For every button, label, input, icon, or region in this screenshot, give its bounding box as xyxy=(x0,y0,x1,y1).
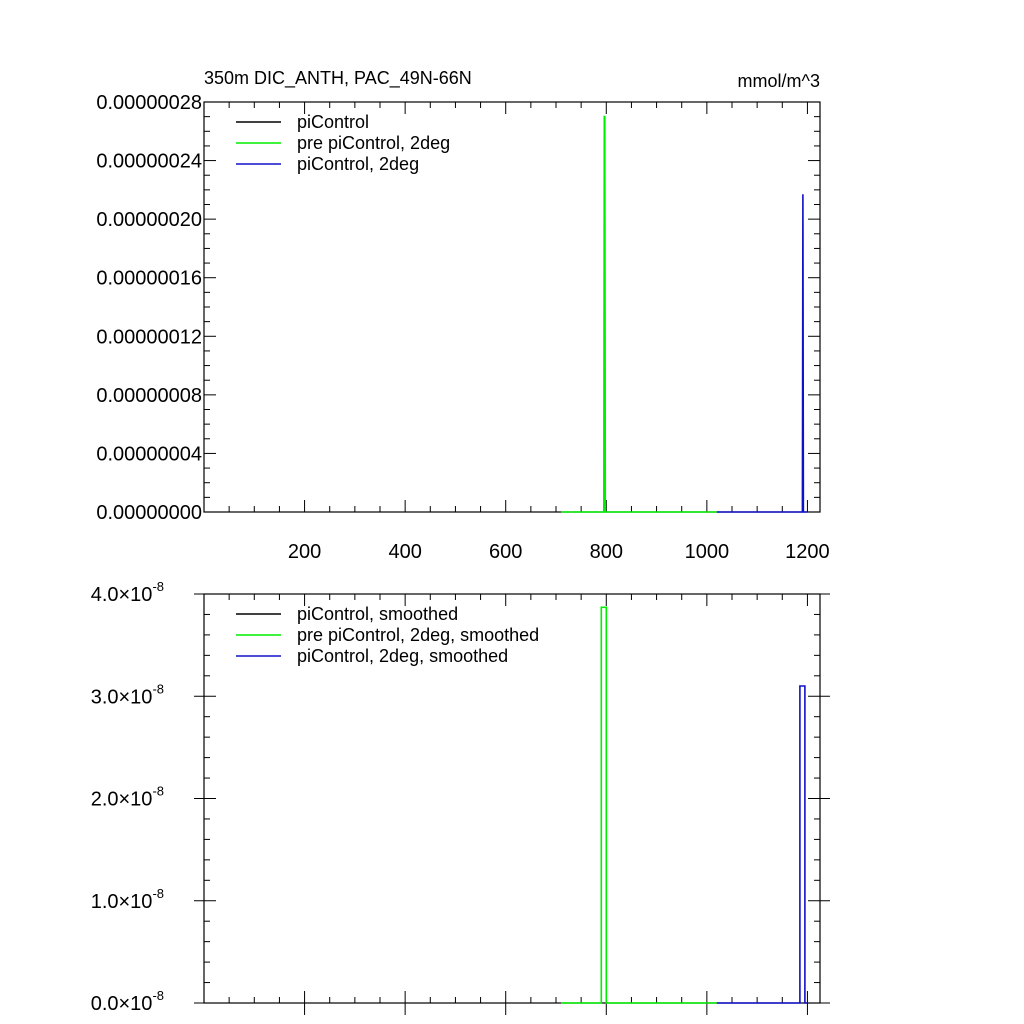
legend-label: piControl, 2deg, smoothed xyxy=(297,646,508,666)
legend-label: piControl, 2deg xyxy=(297,154,419,174)
bottom-chart: 0.0×10-8 1.0×10-8 2.0×10-8 3.0×10-8 4.0×10-8… xyxy=(91,579,830,1015)
x-tick-label: 600 xyxy=(489,541,522,563)
y-tick-label: 0.00000012 xyxy=(96,326,202,348)
legend-label: piControl xyxy=(297,112,369,132)
series-line xyxy=(561,606,717,1004)
series-line xyxy=(561,115,717,513)
y-tick-exponent: -8 xyxy=(152,784,164,799)
x-tick-label: 200 xyxy=(288,541,321,563)
y-tick-label: 0.00000000 xyxy=(96,502,202,524)
x-tick-label: 400 xyxy=(388,541,421,563)
legend-label: pre piControl, 2deg xyxy=(297,133,450,153)
y-tick-label: 0.00000004 xyxy=(96,443,202,465)
legend-label: piControl, smoothed xyxy=(297,604,458,624)
y-tick-label: 2.0×10-8 xyxy=(91,784,164,811)
y-tick-label: 0.00000024 xyxy=(96,151,202,173)
y-tick-label: 0.00000016 xyxy=(96,268,202,290)
y-tick-exponent: -8 xyxy=(152,579,164,594)
y-tick-label: 0.00000028 xyxy=(96,92,202,114)
series-line xyxy=(716,194,808,513)
series-line xyxy=(716,685,808,1004)
x-tick-label: 800 xyxy=(590,541,623,563)
y-tick-label: 4.0×10-8 xyxy=(91,579,164,606)
y-tick-label: 0.00000020 xyxy=(96,209,202,231)
chart-title: 350m DIC_ANTH, PAC_49N-66N xyxy=(204,68,472,89)
y-tick-label: 1.0×10-8 xyxy=(91,886,164,913)
y-tick-label: 0.00000008 xyxy=(96,385,202,407)
x-tick-label: 1000 xyxy=(685,541,730,563)
units-label: mmol/m^3 xyxy=(738,71,820,91)
y-tick-exponent: -8 xyxy=(152,681,164,696)
y-tick-label: 3.0×10-8 xyxy=(91,681,164,708)
legend-label: pre piControl, 2deg, smoothed xyxy=(297,625,539,645)
x-tick-label: 1200 xyxy=(785,541,830,563)
y-tick-exponent: -8 xyxy=(152,988,164,1003)
y-tick-label: 0.0×10-8 xyxy=(91,988,164,1015)
y-tick-exponent: -8 xyxy=(152,886,164,901)
top-chart: 200 400 600 800 1000 1200 0.00000000 0.00000004… xyxy=(96,92,829,563)
